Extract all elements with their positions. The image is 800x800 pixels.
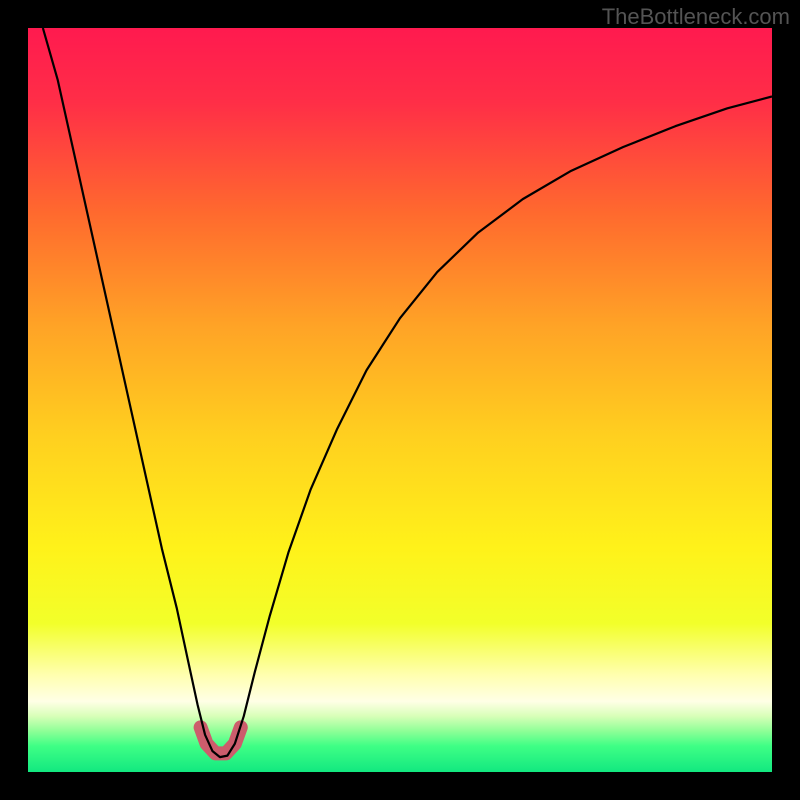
figure-canvas: TheBottleneck.com [0, 0, 800, 800]
watermark-text: TheBottleneck.com [602, 4, 790, 30]
bottleneck-chart [0, 0, 800, 800]
chart-gradient-background [28, 28, 772, 772]
